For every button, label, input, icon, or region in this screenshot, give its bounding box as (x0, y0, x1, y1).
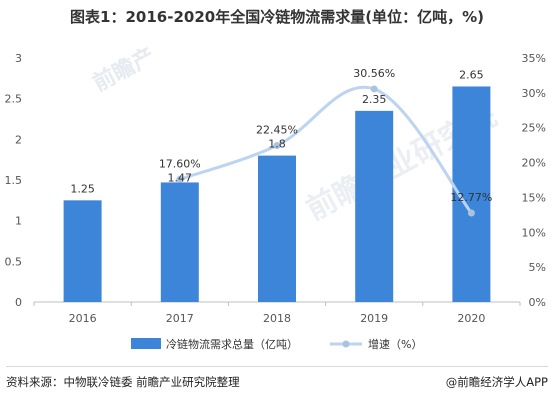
x-tick-label: 2018 (263, 312, 291, 325)
bar (63, 200, 102, 302)
bar-value-label: 2.65 (459, 68, 484, 81)
growth-label: 17.60% (159, 157, 201, 170)
legend-marker-line (342, 340, 350, 348)
bar-value-label: 1.8 (268, 138, 286, 151)
right-tick-label: 15% (522, 191, 546, 204)
left-tick-label: 3 (15, 52, 22, 65)
right-tick-label: 25% (522, 122, 546, 135)
bar (355, 110, 394, 302)
bar-value-label: 1.25 (70, 182, 95, 195)
growth-label: 22.45% (256, 123, 298, 136)
x-tick-label: 2020 (457, 312, 485, 325)
footer: 资料来源：中物联冷链委 前瞻产业研究院整理 @前瞻经济学人APP (6, 374, 548, 394)
chart: 00.511.522.530%5%10%15%20%25%30%35%2016 2… (5, 52, 547, 351)
right-tick-label: 10% (522, 226, 546, 239)
bar (160, 182, 199, 302)
growth-label: 30.56% (353, 67, 395, 80)
brand-credit: @前瞻经济学人APP (445, 375, 548, 389)
right-tick-label: 5% (529, 261, 546, 274)
growth-point (467, 209, 475, 217)
x-tick-label: 2016 (69, 312, 97, 325)
x-tick-label: 2017 (166, 312, 194, 325)
legend-swatch-bars (131, 338, 161, 349)
left-tick-label: 0.5 (5, 255, 23, 268)
growth-point (176, 175, 184, 183)
footer-divider (6, 366, 548, 367)
growth-point (370, 85, 378, 93)
right-tick-label: 20% (522, 157, 546, 170)
left-tick-label: 2 (15, 133, 22, 146)
bar (258, 155, 296, 302)
x-tick-label: 2019 (360, 312, 388, 325)
right-tick-label: 30% (522, 87, 546, 100)
source-note: 资料来源：中物联冷链委 前瞻产业研究院整理 (6, 375, 240, 389)
growth-point (273, 141, 281, 149)
left-tick-label: 1.5 (5, 174, 23, 187)
legend-label-line: 增速（%） (368, 337, 422, 351)
legend-label-bars: 冷链物流需求总量（亿吨） (166, 337, 298, 351)
left-tick-label: 2.5 (5, 93, 23, 106)
bar-value-label: 1.47 (168, 171, 193, 184)
growth-label: 12.77% (450, 191, 492, 204)
right-tick-label: 35% (522, 52, 546, 65)
right-tick-label: 0% (529, 296, 546, 309)
left-tick-label: 1 (15, 215, 22, 228)
growth-line (179, 85, 473, 214)
chart-title: 图表1：2016-2020年全国冷链物流需求量(单位：亿吨，%) (70, 8, 484, 26)
bar-value-label: 2.35 (362, 93, 387, 106)
left-tick-label: 0 (15, 296, 22, 309)
